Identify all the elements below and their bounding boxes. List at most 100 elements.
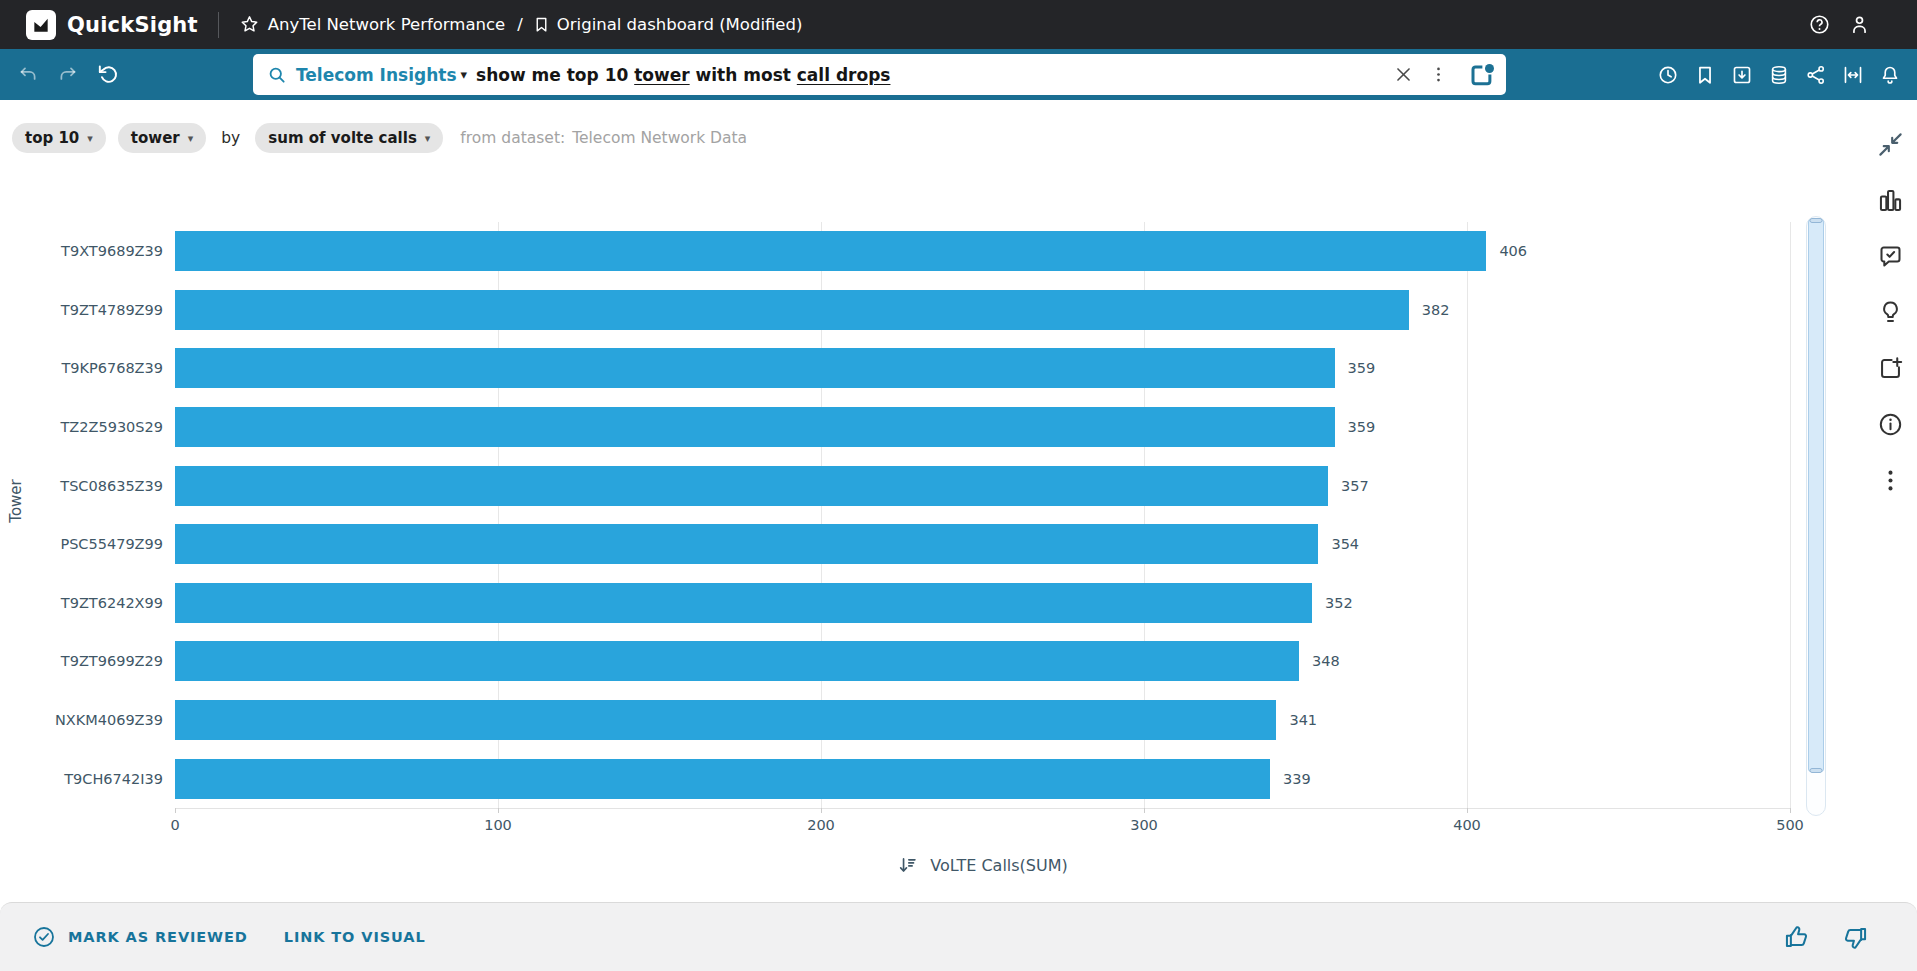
tower-label: PSC55479Z99 xyxy=(0,536,175,552)
x-axis-title: VoLTE Calls(SUM) xyxy=(930,856,1068,875)
history-icon[interactable] xyxy=(1657,64,1679,86)
insight-icon[interactable] xyxy=(1877,299,1904,326)
query-part: show me top 10 xyxy=(476,65,634,85)
x-axis-tick-labels: 0100200300400500 xyxy=(175,817,1790,837)
bar[interactable] xyxy=(175,700,1276,740)
quicksight-logo-icon xyxy=(26,10,56,40)
thumbs-down-icon[interactable] xyxy=(1842,924,1869,951)
chip-limit-label: top 10 xyxy=(25,129,79,147)
pin-board-icon[interactable] xyxy=(1468,60,1498,90)
query-interpretation-bar: top 10 ▾ tower ▾ by sum of volte calls ▾… xyxy=(0,100,1917,176)
bar[interactable] xyxy=(175,759,1270,799)
bar-value: 357 xyxy=(1341,478,1369,494)
query-field-tower: tower xyxy=(634,65,689,85)
bar-value: 359 xyxy=(1348,419,1376,435)
q-search-input[interactable]: Telecom Insights ▾ show me top 10 tower … xyxy=(253,54,1506,95)
bar[interactable] xyxy=(175,466,1328,506)
export-icon[interactable] xyxy=(1731,64,1753,86)
chart-row: PSC55479Z99354 xyxy=(0,515,1800,574)
chart-row: NXKM4069Z39341 xyxy=(0,691,1800,750)
topic-selector[interactable]: Telecom Insights ▾ xyxy=(296,65,467,85)
reset-icon[interactable] xyxy=(96,63,119,86)
topic-caret-icon: ▾ xyxy=(461,68,468,81)
chip-measure-label: sum of volte calls xyxy=(268,129,417,147)
tower-label: T9ZT6242X99 xyxy=(0,595,175,611)
dataset-icon[interactable] xyxy=(1768,64,1790,86)
help-icon[interactable] xyxy=(1808,13,1831,36)
topic-label: Telecom Insights xyxy=(296,65,457,85)
search-icon xyxy=(267,65,287,85)
axis-tick xyxy=(1467,808,1468,813)
query-field-call-drops: call drops xyxy=(797,65,891,85)
axis-tick xyxy=(821,808,822,813)
notifications-icon[interactable] xyxy=(1879,64,1901,86)
tower-label: T9ZT9699Z29 xyxy=(0,653,175,669)
bar[interactable] xyxy=(175,524,1318,564)
x-tick-label: 100 xyxy=(484,817,512,833)
bookmark-icon[interactable] xyxy=(1694,64,1716,86)
chip-dimension-label: tower xyxy=(131,129,180,147)
chart-zoom-scrollbar-track[interactable] xyxy=(1806,216,1826,816)
bar[interactable] xyxy=(175,407,1335,447)
chart-row: TZ2Z5930S29 359 xyxy=(0,398,1800,457)
collapse-icon[interactable] xyxy=(1877,131,1904,158)
scrollbar-handle-bottom xyxy=(1810,768,1823,773)
user-icon[interactable] xyxy=(1848,13,1871,36)
connector-text: by xyxy=(221,129,240,147)
bookmark-icon xyxy=(533,16,550,33)
tower-label: T9XT9689Z39 xyxy=(0,243,175,259)
undo-icon[interactable] xyxy=(18,64,39,85)
chevron-down-icon: ▾ xyxy=(188,133,194,144)
thumbs-up-icon[interactable] xyxy=(1783,924,1810,951)
chip-limit[interactable]: top 10 ▾ xyxy=(12,123,106,153)
chevron-down-icon: ▾ xyxy=(87,133,93,144)
bar-value: 359 xyxy=(1348,360,1376,376)
query-text[interactable]: show me top 10 tower with most call drop… xyxy=(476,65,1394,85)
axis-tick xyxy=(1790,808,1791,813)
dashboard-view-name[interactable]: Original dashboard (Modified) xyxy=(557,15,803,34)
info-icon[interactable] xyxy=(1877,411,1904,438)
sort-descending-icon[interactable] xyxy=(897,855,918,876)
chip-measure[interactable]: sum of volte calls ▾ xyxy=(255,123,443,153)
chevron-down-icon: ▾ xyxy=(425,133,431,144)
tower-label: TZ2Z5930S29 xyxy=(0,419,175,435)
top-navigation-bar: QuickSight AnyTel Network Performance / … xyxy=(0,0,1917,49)
comment-check-icon[interactable] xyxy=(1877,243,1904,270)
fit-width-icon[interactable] xyxy=(1842,64,1864,86)
chart-row: TSC08635Z39357 xyxy=(0,456,1800,515)
dataset-info: from dataset: Telecom Network Data xyxy=(460,129,747,147)
link-to-visual-button[interactable]: LINK TO VISUAL xyxy=(284,929,426,945)
bar[interactable] xyxy=(175,583,1312,623)
link-to-visual-label: LINK TO VISUAL xyxy=(284,929,426,945)
chart-row: T9ZT9699Z29 348 xyxy=(0,632,1800,691)
x-tick-label: 200 xyxy=(807,817,835,833)
bar-value: 382 xyxy=(1422,302,1450,318)
mark-as-reviewed-label: MARK AS REVIEWED xyxy=(68,929,248,945)
redo-icon[interactable] xyxy=(57,64,78,85)
query-part: with most xyxy=(690,65,797,85)
share-icon[interactable] xyxy=(1805,64,1827,86)
add-visual-icon[interactable] xyxy=(1877,355,1904,382)
chart-zoom-scrollbar-thumb[interactable] xyxy=(1808,219,1824,772)
axis-tick xyxy=(498,808,499,813)
chart-row: T9KP6768Z39359 xyxy=(0,339,1800,398)
bar[interactable] xyxy=(175,348,1335,388)
bar-value: 341 xyxy=(1289,712,1317,728)
bar[interactable] xyxy=(175,231,1486,271)
divider xyxy=(218,12,219,38)
axis-tick xyxy=(1144,808,1145,813)
quicksight-logo[interactable]: QuickSight xyxy=(26,10,198,40)
axis-tick xyxy=(175,808,176,813)
chart-row: T9CH6742I39339 xyxy=(0,749,1800,808)
kebab-icon[interactable] xyxy=(1429,65,1448,84)
bar[interactable] xyxy=(175,290,1409,330)
chip-dimension[interactable]: tower ▾ xyxy=(118,123,206,153)
mark-as-reviewed-button[interactable]: MARK AS REVIEWED xyxy=(32,925,248,949)
bar-value: 339 xyxy=(1283,771,1311,787)
more-menu-icon[interactable] xyxy=(1877,467,1904,494)
chart-type-icon[interactable] xyxy=(1877,187,1904,214)
favorite-star-icon[interactable] xyxy=(239,14,260,35)
clear-icon[interactable] xyxy=(1394,65,1413,84)
bar-value: 348 xyxy=(1312,653,1340,669)
bar[interactable] xyxy=(175,641,1299,681)
